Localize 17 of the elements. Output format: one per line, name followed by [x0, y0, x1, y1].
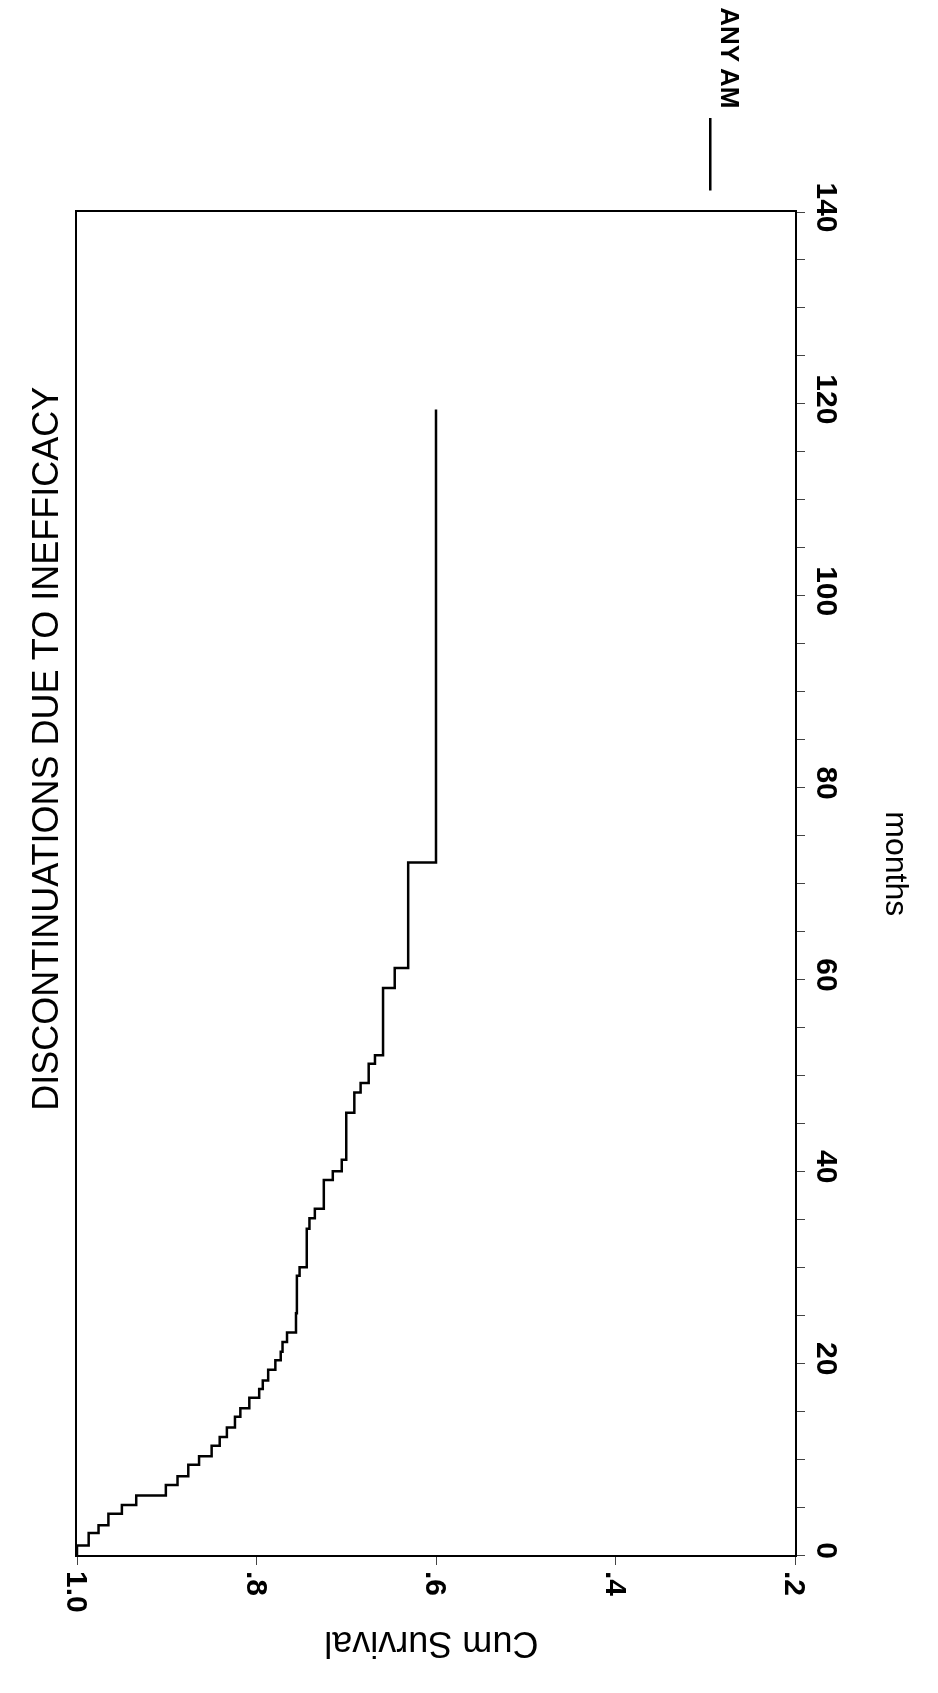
y-tick-label: 0 — [811, 1542, 844, 1559]
y-axis-title: months — [879, 811, 916, 917]
y-tick-label: 60 — [811, 958, 844, 992]
y-tick-label: 40 — [811, 1150, 844, 1184]
y-tick-label: 20 — [811, 1341, 844, 1376]
x-axis-title: Cum Survival — [324, 1623, 539, 1665]
x-tick-label: .2 — [779, 1571, 813, 1597]
x-tick-label: .4 — [599, 1571, 633, 1597]
y-tick-label: 140 — [811, 182, 844, 233]
text: ANY AM — [714, 7, 745, 109]
x-tick-label: 1.0 — [61, 1571, 95, 1613]
y-tick-label: 120 — [811, 374, 844, 425]
x-tick-label: .8 — [240, 1571, 274, 1597]
y-tick-label: 80 — [811, 766, 844, 800]
text: DISCONTINUATIONS DUE TO INEFFICACY — [25, 386, 67, 1111]
y-tick-label: 100 — [811, 566, 844, 617]
x-tick-label: .6 — [420, 1571, 454, 1597]
